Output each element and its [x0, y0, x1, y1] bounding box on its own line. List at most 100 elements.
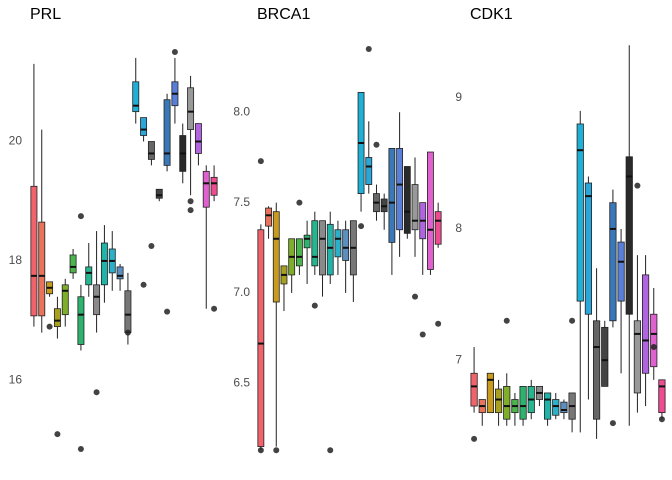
outlier: [634, 182, 641, 189]
outlier: [211, 305, 218, 312]
outlier: [257, 447, 264, 454]
y-tick-label: 7.5: [233, 195, 250, 209]
y-tick-label: 9: [455, 90, 462, 104]
box: [147, 141, 155, 160]
outlier: [569, 317, 576, 324]
box: [257, 229, 265, 447]
outlier: [46, 323, 53, 330]
box: [311, 220, 319, 267]
box: [658, 379, 666, 414]
box: [85, 266, 93, 286]
outlier: [471, 435, 478, 442]
box: [38, 221, 46, 317]
box: [116, 266, 124, 280]
outlier: [412, 293, 419, 300]
box: [132, 81, 140, 113]
box: [100, 242, 108, 286]
outlier: [609, 420, 616, 427]
outlier: [358, 223, 365, 230]
box: [543, 392, 552, 420]
outlier: [658, 416, 665, 423]
panel-title: PRL: [30, 6, 61, 23]
outlier: [148, 243, 155, 249]
outlier: [419, 331, 426, 338]
box: [633, 320, 642, 394]
box: [30, 185, 38, 317]
box: [93, 284, 101, 316]
box: [584, 182, 593, 315]
box: [641, 274, 650, 374]
outlier: [77, 213, 84, 220]
box: [617, 241, 625, 302]
box: [388, 148, 396, 243]
outlier: [54, 431, 61, 438]
outlier: [296, 199, 303, 206]
outlier: [373, 141, 380, 148]
outlier: [365, 46, 372, 53]
box: [210, 176, 218, 196]
box: [319, 220, 326, 276]
box: [470, 372, 478, 407]
outlier: [77, 446, 84, 453]
y-tick-label: 18: [9, 253, 23, 267]
box: [69, 254, 77, 274]
y-tick-label: 6.5: [233, 376, 250, 390]
outlier: [124, 329, 131, 336]
outlier: [435, 320, 442, 327]
panel-title: CDK1: [470, 6, 513, 23]
box: [609, 202, 617, 322]
box: [365, 157, 373, 185]
box: [295, 238, 303, 267]
box: [396, 148, 404, 231]
box: [576, 123, 584, 302]
outlier: [311, 302, 318, 309]
box: [592, 320, 601, 420]
box: [503, 385, 511, 420]
box: [187, 87, 195, 130]
box: [552, 399, 560, 416]
box: [77, 296, 85, 345]
outlier: [171, 48, 178, 55]
outlier: [187, 207, 194, 214]
box: [560, 401, 568, 414]
box: [403, 166, 411, 234]
box: [486, 372, 495, 414]
box: [272, 211, 280, 303]
box: [427, 151, 434, 270]
panel-title: BRCA1: [257, 6, 310, 23]
box: [326, 223, 334, 276]
outlier: [140, 281, 147, 288]
y-tick-label: 7: [455, 352, 462, 366]
outlier: [93, 389, 100, 396]
y-tick-label: 20: [9, 134, 23, 148]
outlier: [327, 447, 334, 454]
box: [53, 308, 61, 328]
box: [265, 207, 272, 227]
y-tick-label: 8: [455, 221, 462, 235]
box: [155, 188, 163, 199]
box: [625, 156, 633, 315]
box: [194, 123, 202, 154]
y-tick-label: 7.0: [233, 285, 250, 299]
y-tick-label: 8.0: [233, 104, 250, 118]
box: [61, 284, 69, 316]
box: [124, 290, 132, 333]
box: [519, 385, 527, 420]
box: [601, 326, 609, 387]
outlier: [187, 198, 194, 205]
outlier: [164, 308, 171, 315]
box: [411, 184, 419, 231]
box: [140, 117, 148, 136]
outlier: [273, 447, 280, 454]
box: [342, 229, 350, 261]
box: [650, 313, 658, 368]
box: [494, 388, 503, 414]
box: [202, 170, 210, 208]
box: [163, 99, 171, 166]
outlier: [257, 158, 264, 165]
box: [303, 234, 311, 249]
box: [334, 229, 342, 258]
outlier: [650, 344, 657, 351]
outlier: [503, 317, 510, 324]
